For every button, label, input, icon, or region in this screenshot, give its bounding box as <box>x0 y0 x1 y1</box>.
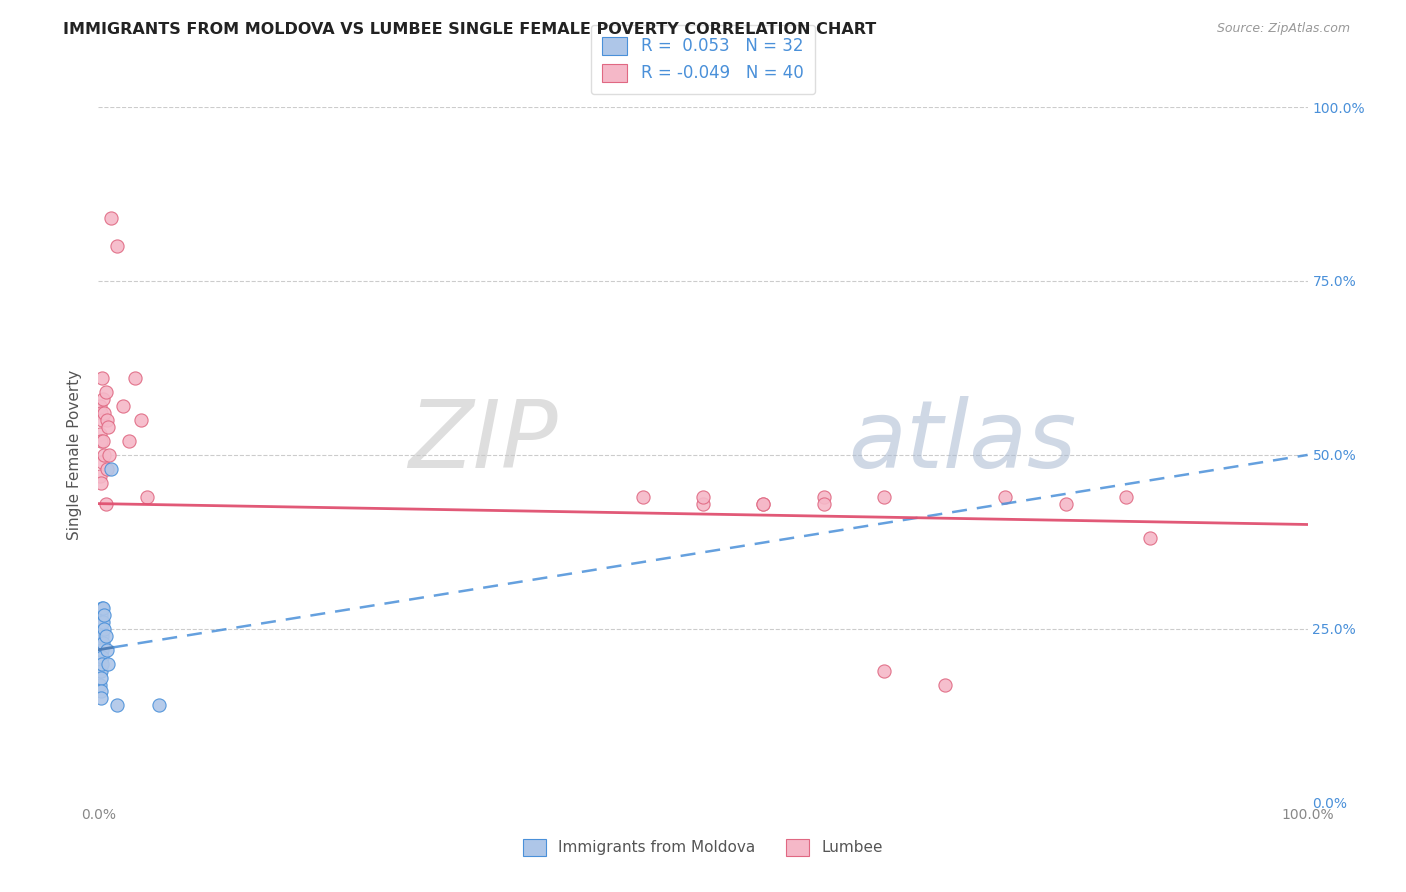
Point <box>91 392 114 407</box>
Point <box>124 371 146 385</box>
Point <box>90 607 112 622</box>
Point <box>129 413 152 427</box>
Point <box>90 622 112 636</box>
Point <box>631 490 654 504</box>
Point <box>1054 497 1077 511</box>
Point <box>111 399 134 413</box>
Point <box>94 385 117 400</box>
Point <box>692 490 714 504</box>
Point <box>90 684 112 698</box>
Point <box>91 629 114 643</box>
Point <box>89 399 111 413</box>
Point <box>91 615 114 629</box>
Point <box>873 664 896 678</box>
Point <box>148 698 170 713</box>
Point <box>752 497 775 511</box>
Text: ZIP: ZIP <box>408 395 558 486</box>
Point <box>97 420 120 434</box>
Point <box>1115 490 1137 504</box>
Point <box>934 677 956 691</box>
Point <box>94 497 117 511</box>
Text: atlas: atlas <box>848 395 1077 486</box>
Point <box>96 642 118 657</box>
Point <box>90 664 112 678</box>
Point <box>90 475 112 490</box>
Text: Source: ZipAtlas.com: Source: ZipAtlas.com <box>1216 22 1350 36</box>
Text: IMMIGRANTS FROM MOLDOVA VS LUMBEE SINGLE FEMALE POVERTY CORRELATION CHART: IMMIGRANTS FROM MOLDOVA VS LUMBEE SINGLE… <box>63 22 876 37</box>
Point <box>91 642 114 657</box>
Point <box>100 211 122 226</box>
Point <box>89 649 111 664</box>
Point <box>89 629 111 643</box>
Point <box>873 490 896 504</box>
Y-axis label: Single Female Poverty: Single Female Poverty <box>67 370 83 540</box>
Point <box>91 649 114 664</box>
Point <box>91 601 114 615</box>
Point <box>692 497 714 511</box>
Point <box>96 413 118 427</box>
Point <box>1139 532 1161 546</box>
Point <box>91 636 114 650</box>
Point <box>97 657 120 671</box>
Point <box>91 455 114 469</box>
Point <box>91 371 114 385</box>
Point <box>89 468 111 483</box>
Point <box>94 629 117 643</box>
Point <box>994 490 1017 504</box>
Point <box>90 642 112 657</box>
Point <box>91 615 114 629</box>
Point <box>813 490 835 504</box>
Point <box>90 406 112 420</box>
Point <box>90 615 112 629</box>
Point <box>91 434 114 448</box>
Point <box>118 434 141 448</box>
Point <box>93 406 115 420</box>
Point <box>91 413 114 427</box>
Point <box>93 448 115 462</box>
Point <box>91 601 114 615</box>
Point <box>100 462 122 476</box>
Point <box>90 434 112 448</box>
Legend: Immigrants from Moldova, Lumbee: Immigrants from Moldova, Lumbee <box>515 830 891 864</box>
Point <box>135 490 157 504</box>
Point <box>90 636 112 650</box>
Point <box>89 427 111 442</box>
Point <box>89 642 111 657</box>
Point <box>91 657 114 671</box>
Point <box>105 698 128 713</box>
Point <box>752 497 775 511</box>
Point <box>93 607 115 622</box>
Point <box>813 497 835 511</box>
Point <box>93 622 115 636</box>
Point <box>89 664 111 678</box>
Point <box>105 239 128 253</box>
Point <box>90 657 112 671</box>
Point <box>96 462 118 476</box>
Point <box>90 671 112 685</box>
Point <box>89 677 111 691</box>
Point <box>90 691 112 706</box>
Point <box>98 448 121 462</box>
